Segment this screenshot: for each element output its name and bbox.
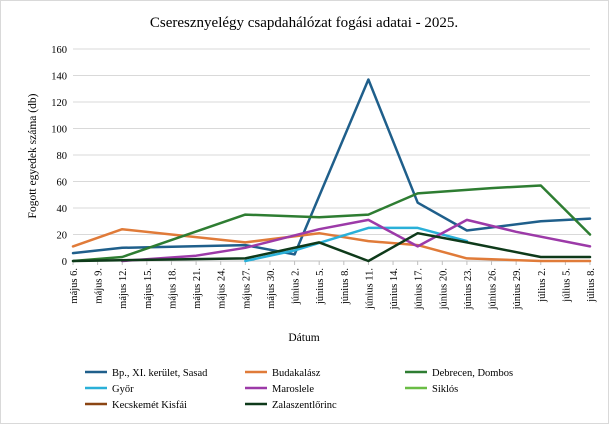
x-tick-label: május 18. (167, 268, 178, 309)
x-tick-label: június 29. (512, 268, 523, 310)
legend-item: Siklós (405, 384, 458, 395)
x-tick-label: május 9. (94, 268, 105, 304)
x-tick-label: június 8. (340, 268, 351, 305)
x-tick-label: május 27. (241, 268, 252, 309)
series-line (71, 184, 592, 263)
y-axis-title: Fogott egyedek száma (db) (27, 93, 39, 218)
x-tick-label: július 5. (561, 268, 572, 303)
x-tick-label: május 15. (143, 268, 154, 309)
y-tick-label: 80 (57, 151, 68, 162)
legend-item: Zalaszentlőrinc (245, 400, 337, 411)
x-tick-label: június 26. (488, 268, 499, 310)
y-tick-label: 20 (57, 231, 68, 242)
legend-label: Bp., XI. kerület, Sasad (112, 368, 208, 379)
x-tick-label: május 30. (266, 268, 277, 309)
series-line (120, 218, 592, 263)
x-tick-label: június 23. (463, 268, 474, 310)
legend: Bp., XI. kerület, Sasad Budakalász Debrece… (85, 368, 513, 411)
legend-label: Budakalász (272, 368, 321, 379)
y-tick-label: 0 (62, 257, 67, 268)
y-tick-label: 60 (57, 178, 68, 189)
x-axis-title: Dátum (288, 332, 319, 344)
legend-item: Maroslele (245, 384, 314, 395)
legend-label: Zalaszentlőrinc (272, 400, 337, 411)
series-line (71, 78, 592, 256)
series-line (71, 227, 592, 263)
y-axis-ticks: 0 20 40 60 80 100 120 140 160 (51, 45, 67, 268)
series-line (244, 226, 469, 263)
y-tick-label: 40 (57, 204, 68, 215)
legend-item: Bp., XI. kerület, Sasad (85, 368, 208, 379)
x-tick-label: május 21. (192, 268, 203, 309)
legend-label: Győr (112, 384, 134, 395)
legend-label: Siklós (432, 384, 458, 395)
y-tick-label: 120 (51, 98, 67, 109)
x-tick-label: június 17. (414, 268, 425, 310)
x-axis-ticks: május 6. május 9. május 12. május 15. május … (69, 261, 597, 310)
legend-label: Debrecen, Dombos (432, 368, 513, 379)
y-tick-label: 100 (51, 125, 67, 136)
x-tick-label: május 6. (69, 268, 80, 304)
legend-label: Kecskemét Kisfái (112, 400, 187, 411)
legend-item: Budakalász (245, 368, 321, 379)
x-tick-label: június 14. (389, 268, 400, 310)
legend-item: Debrecen, Dombos (405, 368, 513, 379)
x-tick-label: július 8. (586, 268, 597, 303)
x-tick-label: június 5. (315, 268, 326, 305)
x-tick-label: június 20. (438, 268, 449, 310)
gridlines (73, 48, 590, 262)
legend-item: Győr (85, 384, 134, 395)
x-tick-label: július 2. (537, 268, 548, 303)
x-tick-label: június 11. (364, 268, 375, 310)
series-lines (71, 78, 592, 263)
x-tick-label: május 12. (118, 268, 129, 309)
x-tick-label: június 2. (291, 268, 302, 305)
chart-title: Cseresznyelégy csapdahálózat fogási adat… (150, 15, 458, 31)
y-tick-label: 160 (51, 45, 67, 56)
series-line (71, 231, 592, 263)
y-tick-label: 140 (51, 72, 67, 83)
legend-item: Kecskemét Kisfái (85, 400, 187, 411)
x-tick-label: május 24. (217, 268, 228, 309)
legend-label: Maroslele (272, 384, 314, 395)
